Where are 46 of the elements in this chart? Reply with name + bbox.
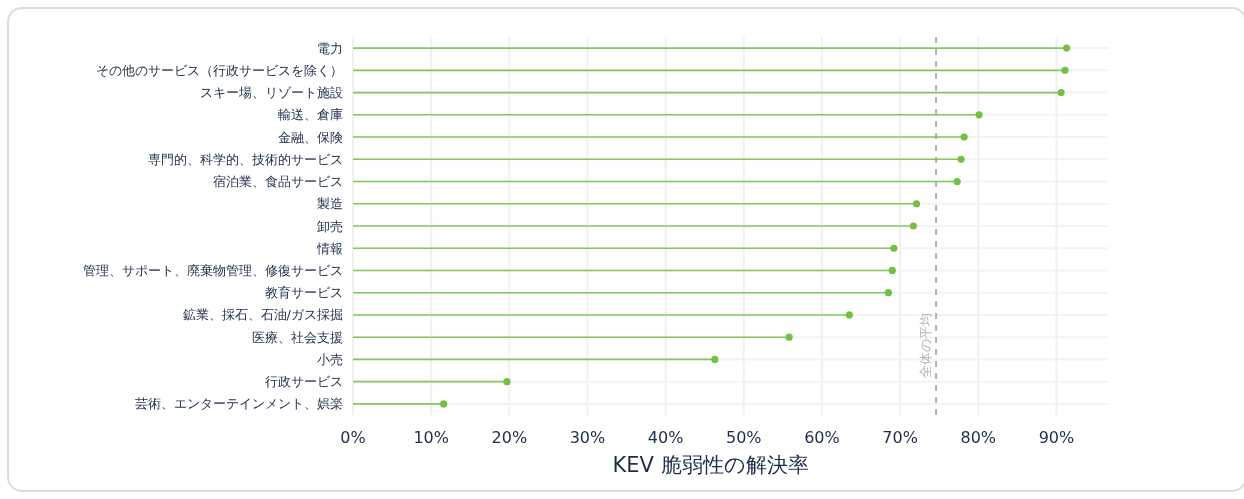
point	[1057, 88, 1065, 97]
y-tick-label: 情報	[316, 240, 343, 256]
y-tick-label: 小売	[317, 351, 343, 367]
y-tick-label: 医療、社会支援	[252, 329, 343, 345]
point	[711, 355, 719, 364]
point	[890, 244, 898, 252]
y-tick-label: 芸術、エンターテインメント、娯楽	[135, 396, 343, 412]
point	[953, 177, 961, 186]
point	[957, 155, 965, 163]
x-tick-label: 50%	[726, 428, 762, 447]
y-tick-label: 鉱業、採石、石油/ガス採掘	[182, 307, 343, 323]
y-tick-label: 教育サービス	[265, 285, 343, 301]
y-tick-label: その他のサービス（行政サービスを除く）	[96, 62, 343, 78]
x-tick-label: 90%	[1038, 428, 1075, 447]
point	[884, 289, 892, 297]
y-tick-label: 輸送、倉庫	[278, 107, 343, 123]
point	[888, 266, 896, 275]
x-tick-label: 0%	[340, 428, 366, 447]
point	[440, 400, 448, 408]
x-tick-label: 10%	[413, 428, 449, 447]
y-tick-label: 管理、サポート、廃棄物管理、修復サービス	[83, 262, 343, 278]
y-tick-label: 専門的、科学的、技術的サービス	[148, 151, 343, 167]
point	[909, 222, 917, 230]
x-tick-label: 40%	[647, 428, 684, 447]
x-axis-title: KEV 脆弱性の解決率	[612, 453, 809, 477]
y-tick-label: 製造	[317, 196, 343, 212]
y-tick-label: 卸売	[317, 218, 343, 234]
x-tick-label: 80%	[960, 428, 997, 447]
point	[503, 378, 511, 386]
point	[845, 311, 853, 319]
point	[960, 133, 968, 141]
y-tick-label: 電力	[317, 40, 343, 56]
x-tick-label: 20%	[491, 428, 528, 447]
point	[975, 111, 983, 119]
y-tick-label: 行政サービス	[265, 374, 343, 390]
point	[1061, 66, 1069, 74]
x-tick-label: 60%	[804, 428, 840, 447]
x-tick-label: 30%	[569, 428, 606, 447]
x-tick-label: 70%	[882, 428, 918, 447]
y-tick-label: 金融、保険	[278, 129, 343, 145]
y-tick-label: 宿泊業、食品サービス	[213, 174, 343, 190]
point	[912, 200, 921, 208]
point	[785, 333, 793, 341]
ref-line-label: 全体の平均	[918, 312, 934, 378]
y-tick-label: スキー場、リゾート施設	[200, 85, 343, 101]
point	[1062, 44, 1071, 52]
